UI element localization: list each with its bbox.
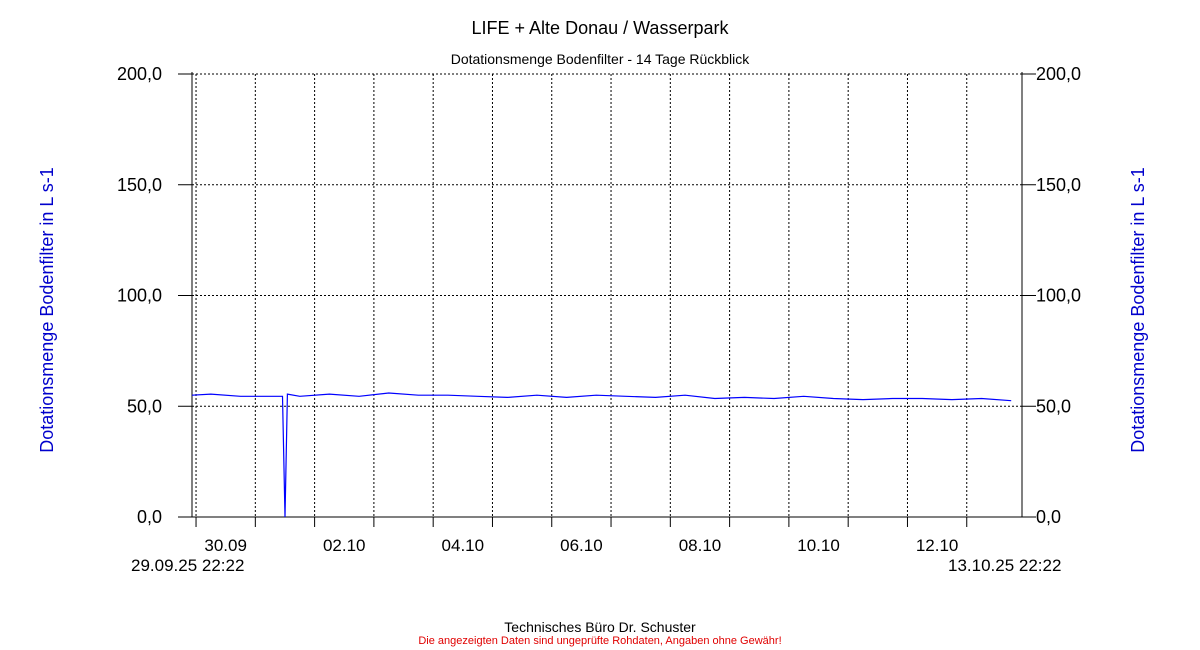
y-axis-title-right: Dotationsmenge Bodenfilter in L s-1 <box>1128 167 1148 453</box>
y-tick-label-right: 100,0 <box>1036 286 1081 306</box>
x-tick-label: 10.10 <box>797 536 840 555</box>
y-tick-label-left: 0,0 <box>137 507 162 527</box>
y-tick-label-left: 50,0 <box>127 396 162 416</box>
footer-disclaimer: Die angezeigten Daten sind ungeprüfte Ro… <box>418 635 782 647</box>
series-layer <box>191 392 1012 518</box>
tick-labels: 0,0 0,0 50,0 50,0 100,0 100,0 150,0 150,0 200,0 2… <box>37 64 1148 555</box>
y-tick-label-left: 100,0 <box>117 286 162 306</box>
start-timestamp: 29.09.25 22:22 <box>131 556 245 575</box>
x-tick-label: 04.10 <box>442 536 485 555</box>
x-tick-label: 08.10 <box>679 536 722 555</box>
x-tick-label: 02.10 <box>323 536 366 555</box>
y-tick-label-right: 150,0 <box>1036 175 1081 195</box>
x-tick-label: 12.10 <box>916 536 959 555</box>
y-tick-label-right: 200,0 <box>1036 64 1081 84</box>
y-axis-title-left: Dotationsmenge Bodenfilter in L s-1 <box>37 167 57 453</box>
series-line <box>191 392 1012 518</box>
footer-company: Technisches Büro Dr. Schuster <box>504 619 696 635</box>
y-tick-label-right: 0,0 <box>1036 507 1061 527</box>
y-tick-label-left: 150,0 <box>117 175 162 195</box>
axes <box>178 72 1036 527</box>
x-tick-label: 06.10 <box>560 536 603 555</box>
y-tick-label-right: 50,0 <box>1036 396 1071 416</box>
grid-lines <box>192 73 1022 517</box>
end-timestamp: 13.10.25 22:22 <box>948 556 1062 575</box>
chart-title: LIFE + Alte Donau / Wasserpark <box>471 18 729 38</box>
y-tick-label-left: 200,0 <box>117 64 162 84</box>
chart-subtitle: Dotationsmenge Bodenfilter - 14 Tage Rüc… <box>450 51 750 67</box>
x-tick-label: 30.09 <box>204 536 247 555</box>
